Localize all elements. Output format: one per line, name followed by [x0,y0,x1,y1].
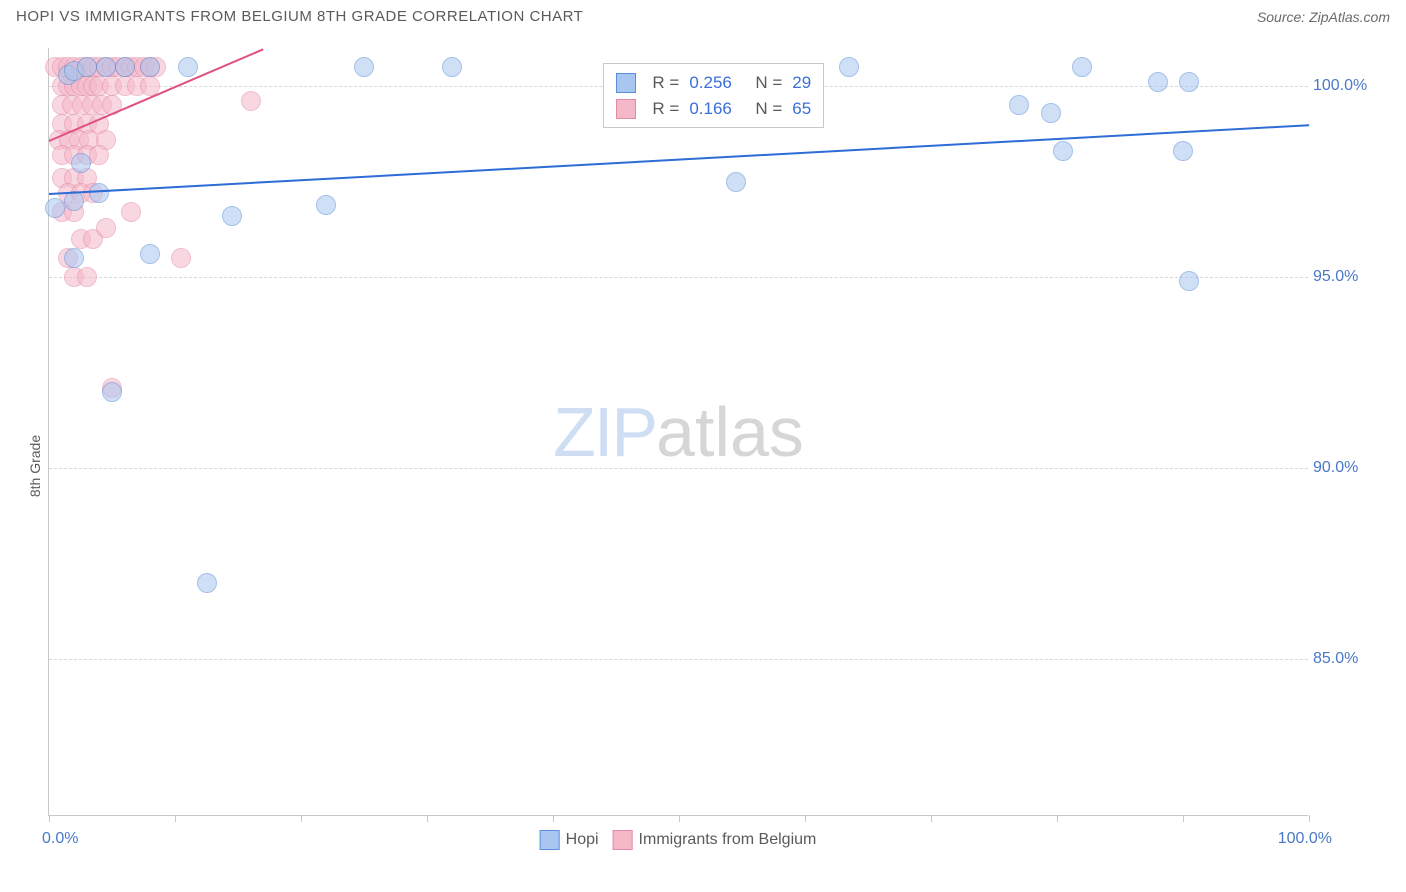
x-tick-mark [427,815,428,822]
x-tick-mark [805,815,806,822]
gridline-h [49,659,1308,660]
data-point [354,57,374,77]
data-point [241,91,261,111]
y-tick-label: 100.0% [1313,77,1393,95]
data-point [121,202,141,222]
legend-n-label: N = [755,96,782,122]
data-point [726,172,746,192]
data-point [64,248,84,268]
trend-line [49,124,1309,195]
data-point [71,153,91,173]
y-tick-label: 95.0% [1313,268,1393,286]
legend-swatch [540,830,560,850]
source-attribution: Source: ZipAtlas.com [1257,9,1390,25]
data-point [222,206,242,226]
data-point [96,57,116,77]
y-axis-label: 8th Grade [27,435,43,497]
x-tick-mark [49,815,50,822]
legend-n-value: 65 [792,96,811,122]
watermark-part1: ZIP [553,393,656,471]
gridline-h [49,468,1308,469]
legend-n-value: 29 [792,70,811,96]
x-tick-mark [175,815,176,822]
x-tick-mark [1309,815,1310,822]
data-point [442,57,462,77]
legend-swatch [616,73,636,93]
y-tick-label: 90.0% [1313,459,1393,477]
watermark: ZIPatlas [553,392,804,472]
legend-n-label: N = [755,70,782,96]
data-point [77,57,97,77]
legend-r-label: R = [652,70,679,96]
legend-swatch [616,99,636,119]
data-point [178,57,198,77]
data-point [1173,141,1193,161]
watermark-part2: atlas [656,393,804,471]
x-tick-mark [1057,815,1058,822]
chart-container: 8th Grade ZIPatlas 85.0% 90.0% 95.0% 100.0%… [0,40,1406,892]
data-point [1148,72,1168,92]
legend-r-value: 0.166 [689,96,745,122]
data-point [115,57,135,77]
plot-area: ZIPatlas 85.0%90.0%95.0%100.0%R =0.256N … [48,48,1308,816]
x-tick-mark [553,815,554,822]
bottom-legend-label: Hopi [566,831,599,848]
data-point [140,244,160,264]
bottom-legend-item: Hopi [540,830,599,850]
x-tick-mark [931,815,932,822]
data-point [45,198,65,218]
x-axis-label-row: 0.0% HopiImmigrants from Belgium 100.0% [48,830,1308,870]
bottom-legend-item: Immigrants from Belgium [613,830,817,850]
x-axis-min-label: 0.0% [42,830,78,848]
x-tick-mark [1183,815,1184,822]
data-point [171,248,191,268]
bottom-legend-label: Immigrants from Belgium [639,831,817,848]
legend-row: R = 0.256 N = 29 [616,70,811,96]
data-point [1041,103,1061,123]
legend-row: R = 0.166 N = 65 [616,96,811,122]
data-point [89,183,109,203]
data-point [839,57,859,77]
legend-r-value: 0.256 [689,70,745,96]
data-point [96,218,116,238]
y-tick-label: 85.0% [1313,650,1393,668]
data-point [1072,57,1092,77]
bottom-legend: Hopi Immigrants from Belgium [540,830,817,850]
legend-r-label: R = [652,96,679,122]
x-tick-mark [301,815,302,822]
data-point [1179,72,1199,92]
gridline-h [49,277,1308,278]
data-point [89,145,109,165]
top-legend: R = 0.256 N = 29 R = 0.166 N = 65 [603,63,824,128]
legend-swatch [613,830,633,850]
data-point [1009,95,1029,115]
x-tick-mark [679,815,680,822]
data-point [77,267,97,287]
data-point [1053,141,1073,161]
data-point [316,195,336,215]
data-point [102,382,122,402]
x-axis-max-label: 100.0% [1278,830,1332,848]
data-point [1179,271,1199,291]
data-point [197,573,217,593]
data-point [140,57,160,77]
chart-title: HOPI VS IMMIGRANTS FROM BELGIUM 8TH GRAD… [16,8,583,25]
